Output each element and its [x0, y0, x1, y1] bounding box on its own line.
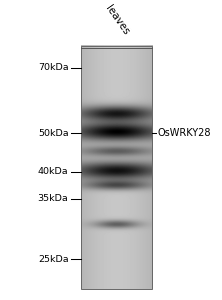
- Text: leaves: leaves: [103, 3, 131, 37]
- Text: 70kDa: 70kDa: [38, 63, 68, 72]
- Text: 50kDa: 50kDa: [38, 129, 68, 138]
- Text: 25kDa: 25kDa: [38, 254, 68, 263]
- Text: OsWRKY28: OsWRKY28: [158, 128, 211, 138]
- Text: 40kDa: 40kDa: [38, 167, 68, 176]
- Bar: [81, 46, 152, 289]
- Text: 35kDa: 35kDa: [38, 194, 68, 203]
